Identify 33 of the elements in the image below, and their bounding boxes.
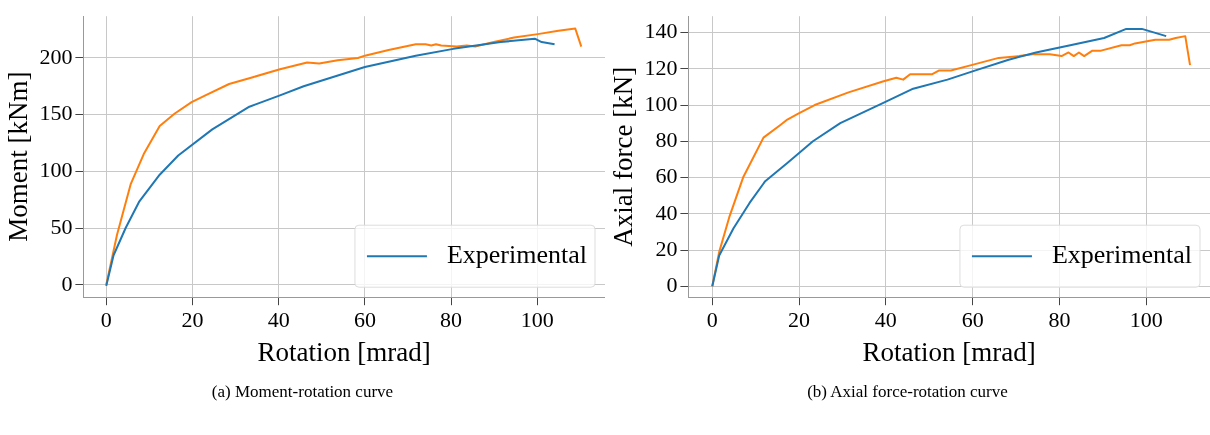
y-tick-label: 140 bbox=[644, 18, 678, 44]
y-tick-label: 0 bbox=[666, 272, 678, 298]
y-tick-label: 0 bbox=[61, 270, 73, 296]
y-tick-label: 50 bbox=[50, 213, 73, 239]
x-tick-label: 60 bbox=[961, 307, 984, 333]
text: (a) Moment-rotation curve bbox=[210, 382, 395, 402]
x-tick-label: 80 bbox=[1048, 307, 1071, 333]
x-axis-title: Rotation [mrad] bbox=[862, 336, 1036, 367]
y-tick-label: 100 bbox=[39, 157, 73, 183]
y-tick-label: 200 bbox=[39, 43, 73, 69]
x-tick-label: 100 bbox=[520, 307, 554, 333]
x-tick-label: 80 bbox=[440, 307, 463, 333]
y-tick-label: 100 bbox=[644, 90, 678, 116]
x-axis-title: Rotation [mrad] bbox=[257, 336, 431, 367]
y-tick-label: 150 bbox=[39, 100, 73, 126]
y-tick-label: 60 bbox=[655, 163, 678, 189]
y-tick-label: 40 bbox=[655, 199, 678, 225]
y-tick-label: 120 bbox=[644, 54, 678, 80]
x-tick-label: 40 bbox=[874, 307, 897, 333]
x-tick-label: 40 bbox=[267, 307, 290, 333]
legend-label: Experimental bbox=[446, 240, 588, 270]
x-tick-label: 20 bbox=[181, 307, 204, 333]
x-tick-label: 0 bbox=[706, 307, 718, 333]
x-tick-label: 20 bbox=[788, 307, 811, 333]
x-tick-label: 0 bbox=[100, 307, 112, 333]
y-tick-label: 20 bbox=[655, 235, 678, 261]
y-axis-title: Moment [kNm] bbox=[3, 71, 34, 242]
text: (b) Axial force-rotation curve bbox=[806, 382, 1009, 402]
y-axis-title: Axial force [kN] bbox=[608, 66, 639, 247]
y-tick-label: 80 bbox=[655, 127, 678, 153]
x-tick-label: 100 bbox=[1129, 307, 1163, 333]
x-tick-label: 60 bbox=[353, 307, 376, 333]
legend-label: Experimental bbox=[1051, 240, 1193, 270]
